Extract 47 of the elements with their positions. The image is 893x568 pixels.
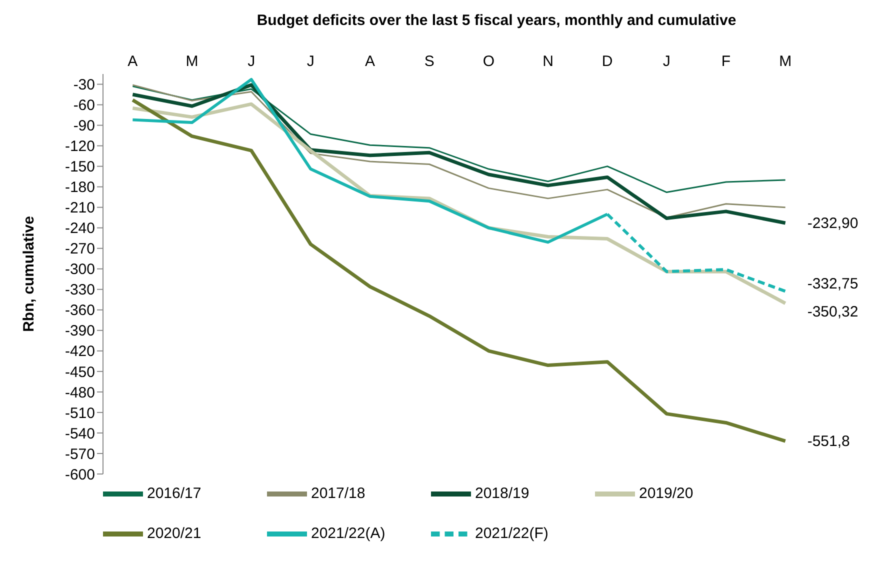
- x-tick-label: A: [128, 53, 138, 70]
- y-tick-label: -420: [64, 343, 95, 360]
- x-tick-label: N: [542, 53, 554, 70]
- y-tick-label: -330: [64, 282, 95, 299]
- y-tick-label: -90: [73, 118, 95, 135]
- x-tick-label: F: [721, 53, 731, 70]
- legend-label: 2019/20: [639, 484, 694, 504]
- y-tick-label: -60: [73, 97, 95, 114]
- legend-label: 2021/22(F): [475, 524, 550, 544]
- x-tick-label: A: [364, 53, 376, 70]
- y-tick-label: -270: [64, 240, 95, 258]
- x-tick-label: J: [662, 53, 670, 70]
- y-tick-label: -30: [73, 76, 95, 94]
- legend-label: 2016/17: [147, 484, 202, 504]
- y-tick-label: -240: [64, 220, 95, 238]
- legend-label: 2020/21: [147, 524, 202, 544]
- legend-label: 2021/22(A): [311, 524, 386, 544]
- data-label: -232,90: [807, 214, 858, 232]
- data-label: -551,8: [807, 433, 850, 450]
- y-tick-label: -180: [64, 179, 95, 196]
- y-tick-label: -570: [64, 446, 95, 463]
- legend-label: 2017/18: [311, 484, 366, 504]
- x-tick-label: S: [424, 53, 434, 70]
- y-tick-label: -390: [64, 322, 95, 340]
- line-series: [132, 86, 786, 194]
- x-tick-label: D: [602, 53, 613, 70]
- x-tick-label: J: [248, 53, 256, 70]
- x-tick-label: M: [186, 53, 198, 70]
- x-tick-label: O: [482, 53, 495, 70]
- y-tick-label: -600: [64, 466, 95, 484]
- x-tick-label: J: [306, 53, 314, 70]
- chart-title: Budget deficits over the last 5 fiscal years, monthly and cumulative: [256, 12, 738, 29]
- y-tick-label: -360: [64, 302, 95, 320]
- y-tick-label: -540: [64, 425, 95, 442]
- y-tick-label: -510: [64, 404, 95, 422]
- y-tick-label: -210: [64, 200, 95, 217]
- x-tick-label: M: [779, 53, 792, 70]
- data-label: -350,32: [807, 303, 858, 320]
- y-tick-label: -120: [64, 138, 95, 156]
- legend-label: 2018/19: [475, 484, 530, 504]
- y-tick-label: -300: [64, 261, 95, 278]
- y-tick-label: -150: [64, 158, 95, 176]
- data-label: -332,75: [807, 275, 858, 292]
- y-tick-label: -480: [64, 384, 95, 402]
- y-axis-title: Rbn, cumulative: [20, 216, 38, 332]
- line-series: [130, 98, 788, 443]
- y-tick-label: -450: [64, 364, 95, 381]
